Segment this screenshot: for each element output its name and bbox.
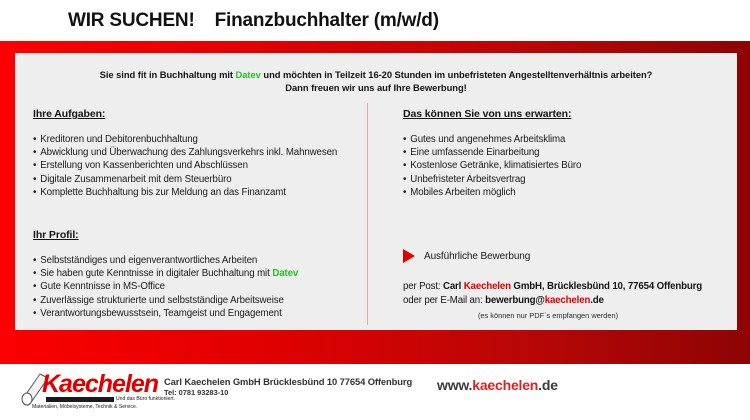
profile-datev-text: Sie haben gute Kenntnisse in digitaler B… <box>40 268 273 280</box>
list-item: Mobiles Arbeiten möglich <box>403 186 723 199</box>
list-item: Erstellung von Kassenberichten und Absch… <box>33 159 363 172</box>
logo-tagline-secondary: Materialien, Möbelsysteme, Technik & Ser… <box>32 404 138 410</box>
list-item: Komplette Buchhaltung bis zur Meldung an… <box>33 186 363 199</box>
subtitle-line1-before: Sie sind fit in Buchhaltung mit <box>99 69 236 80</box>
list-item: Gutes und angenehmes Arbeitsklima <box>403 133 723 146</box>
poster-header: WIR SUCHEN! Finanzbuchhalter (m/w/d) <box>0 0 750 41</box>
subtitle-datev-accent: Datev <box>235 69 261 80</box>
application-postal-line: per Post: Carl Kaechelen GmbH, Brücklesb… <box>403 280 733 294</box>
subtitle-line2: Dann freuen wir uns auf Ihre Bewerbung! <box>285 82 467 93</box>
email-domain-accent: kaechelen <box>544 294 591 306</box>
headline-job-role: Finanzbuchhalter (m/w/d) <box>214 9 439 31</box>
list-item: Gute Kenntnisse in MS-Office <box>33 280 363 293</box>
subtitle-line1-after: und möchten in Teilzeit 16-20 Stunden im… <box>260 69 653 80</box>
arrow-right-icon <box>403 249 415 263</box>
logo-wordmark: Kaechelen <box>42 370 159 398</box>
tasks-title: Ihre Aufgaben: <box>33 108 106 120</box>
website-suffix: .de <box>538 377 558 393</box>
list-item: Selbstständiges und eigenverantwortliche… <box>33 254 363 267</box>
list-item-datev: Sie haben gute Kenntnisse in digitaler B… <box>33 267 363 280</box>
red-frame-border: Sie sind fit in Buchhaltung mit Datev un… <box>0 41 750 341</box>
tasks-list: Kreditoren und Debitorenbuchhaltung Abwi… <box>33 133 363 199</box>
list-item: Kostenlose Getränke, klimatisiertes Büro <box>403 159 723 172</box>
list-item: Abwicklung und Überwachung des Zahlungsv… <box>33 146 363 159</box>
profile-datev-accent: Datev <box>272 268 299 280</box>
application-note: (es können nur PDF´s empfangen werden) <box>477 311 619 320</box>
postal-prefix: per Post: <box>403 281 443 292</box>
headline-wir-suchen: WIR SUCHEN! <box>68 9 195 31</box>
left-column: Ihre Aufgaben: Kreditoren und Debitorenb… <box>33 108 363 320</box>
postal-company-after: GmbH, Brücklesbünd 10, 77654 Offenburg <box>510 281 703 292</box>
list-item: Zuverlässige strukturierte und selbststä… <box>33 294 363 307</box>
subtitle-block: Sie sind fit in Buchhaltung mit Datev un… <box>15 68 737 94</box>
email-prefix: oder per E-Mail an: <box>403 294 486 306</box>
benefits-title: Das können Sie von uns erwarten: <box>403 108 572 120</box>
profile-title: Ihr Profil: <box>33 229 79 242</box>
website-accent: kaechelen <box>472 377 539 393</box>
application-block: Ausführliche Bewerbung per Post: Carl Ka… <box>403 249 733 320</box>
email-tld: .de <box>590 294 604 306</box>
right-column: Das können Sie von uns erwarten: Gutes u… <box>403 108 723 199</box>
application-heading-row: Ausführliche Bewerbung <box>403 249 733 263</box>
website-prefix: www. <box>437 377 473 393</box>
list-item: Eine umfassende Einarbeitung <box>403 146 723 159</box>
application-email-line: oder per E-Mail an: bewerbung@kaechelen.… <box>403 294 733 308</box>
postal-company-accent: Kaechelen <box>463 281 511 292</box>
postal-company-before: Carl <box>442 281 464 292</box>
footer-company-address: Carl Kaechelen GmbH Brücklesbünd 10 7765… <box>164 376 413 387</box>
logo-tagline-primary: Und das Büro funktioniert. <box>116 396 175 402</box>
poster-footer: Kaechelen Und das Büro funktioniert. Mat… <box>0 364 750 420</box>
subtitle-line1: Sie sind fit in Buchhaltung mit Datev un… <box>100 69 653 80</box>
list-item: Unbefristeter Arbeitsvertrag <box>403 173 723 186</box>
company-logo: Kaechelen Und das Büro funktioniert. Mat… <box>20 369 175 415</box>
list-item: Digitale Zusammenarbeit mit dem Steuerbü… <box>33 173 363 186</box>
application-heading: Ausführliche Bewerbung <box>424 250 531 262</box>
content-panel: Sie sind fit in Buchhaltung mit Datev un… <box>15 53 737 330</box>
email-user: bewerbung@ <box>485 294 545 306</box>
column-divider <box>367 103 368 325</box>
list-item: Verantwortungsbewusstsein, Teamgeist und… <box>33 307 363 320</box>
bottom-red-band <box>0 341 750 364</box>
logo-bar <box>46 397 114 402</box>
list-item: Kreditoren und Debitorenbuchhaltung <box>33 133 363 146</box>
paper-scroll-icon <box>21 373 49 406</box>
benefits-list: Gutes und angenehmes Arbeitsklima Eine u… <box>403 133 723 199</box>
footer-telephone: Tel: 0781 93283-10 <box>164 388 229 397</box>
profile-list: Selbstständiges und eigenverantwortliche… <box>33 254 363 320</box>
footer-website[interactable]: www.kaechelen.de <box>437 377 558 393</box>
